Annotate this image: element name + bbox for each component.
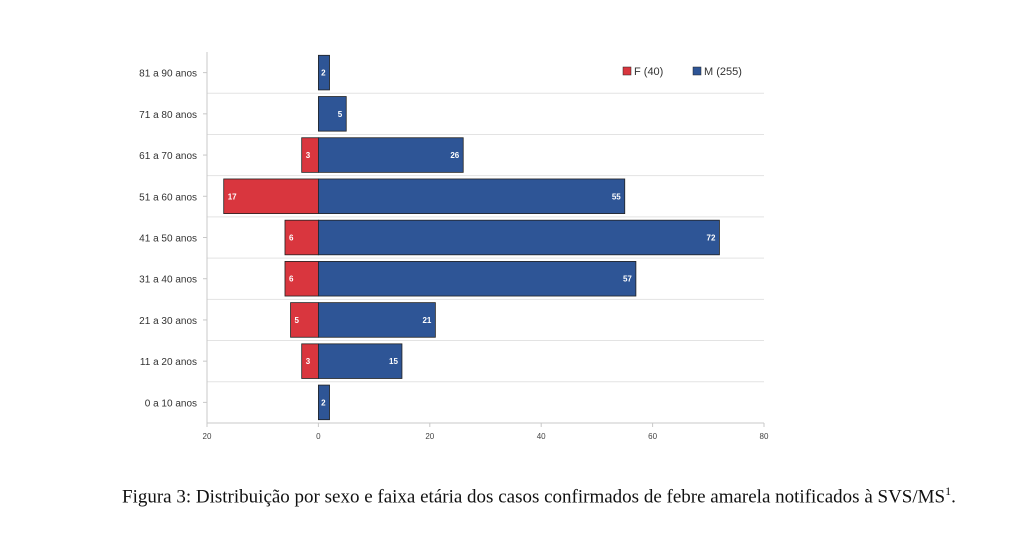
female-bar	[284, 219, 319, 256]
caption-superscript: 1	[945, 484, 952, 498]
y-tick-label: 81 a 90 anos	[139, 69, 197, 80]
x-tick-label: 20	[425, 432, 434, 441]
data-label: 5	[295, 316, 300, 325]
x-tick-label: 0	[316, 432, 321, 441]
legend-label: F (40)	[634, 66, 663, 78]
data-label: 17	[228, 192, 237, 201]
caption-text: Figura 3: Distribuição por sexo e faixa …	[122, 486, 946, 508]
y-tick-label: 41 a 50 anos	[139, 234, 197, 245]
data-label: 21	[422, 316, 431, 325]
male-bar	[317, 96, 347, 132]
legend-swatch	[622, 66, 632, 76]
x-tick-label: 20	[203, 432, 212, 441]
x-tick-label: 80	[760, 432, 769, 441]
data-label: 6	[289, 234, 294, 243]
y-tick-label: 31 a 40 anos	[139, 275, 197, 286]
population-pyramid-chart: 0 a 10 anos 11 a 20 anos 21 a 30 anos 31 a …	[139, 52, 769, 441]
y-tick-label: 11 a 20 anos	[140, 357, 197, 368]
y-tick-label: 21 a 30 anos	[139, 316, 197, 327]
female-bar	[290, 302, 319, 338]
data-label: 26	[450, 151, 459, 160]
male-bar	[317, 137, 464, 173]
x-tick-label: 40	[537, 432, 546, 441]
male-bar	[317, 178, 626, 214]
figure-caption: Figura 3: Distribuição por sexo e faixa …	[42, 476, 994, 512]
data-label: 5	[338, 110, 343, 119]
caption-end: .	[951, 486, 956, 508]
male-bar	[317, 302, 436, 338]
male-bar	[317, 343, 403, 379]
data-label: 6	[289, 275, 294, 284]
male-bar	[317, 261, 637, 297]
male-bar	[317, 384, 330, 421]
data-label: 55	[612, 192, 621, 201]
male-bar	[317, 219, 720, 256]
male-bar	[317, 54, 330, 91]
y-tick-label: 51 a 60 anos	[139, 192, 197, 203]
y-tick-label: 61 a 70 anos	[139, 151, 197, 162]
data-label: 72	[707, 234, 716, 243]
data-label: 3	[306, 151, 311, 160]
data-label: 2	[321, 69, 326, 78]
data-label: 2	[321, 398, 326, 407]
legend-swatch	[692, 66, 702, 76]
y-tick-label: 71 a 80 anos	[139, 110, 197, 121]
data-label: 15	[389, 357, 398, 366]
female-bar	[284, 261, 319, 297]
x-tick-label: 60	[648, 432, 657, 441]
y-tick-label: 0 a 10 anos	[145, 398, 197, 409]
data-label: 3	[306, 357, 311, 366]
female-bar	[223, 178, 319, 214]
legend-label: M (255)	[704, 66, 742, 78]
data-label: 57	[623, 275, 632, 284]
